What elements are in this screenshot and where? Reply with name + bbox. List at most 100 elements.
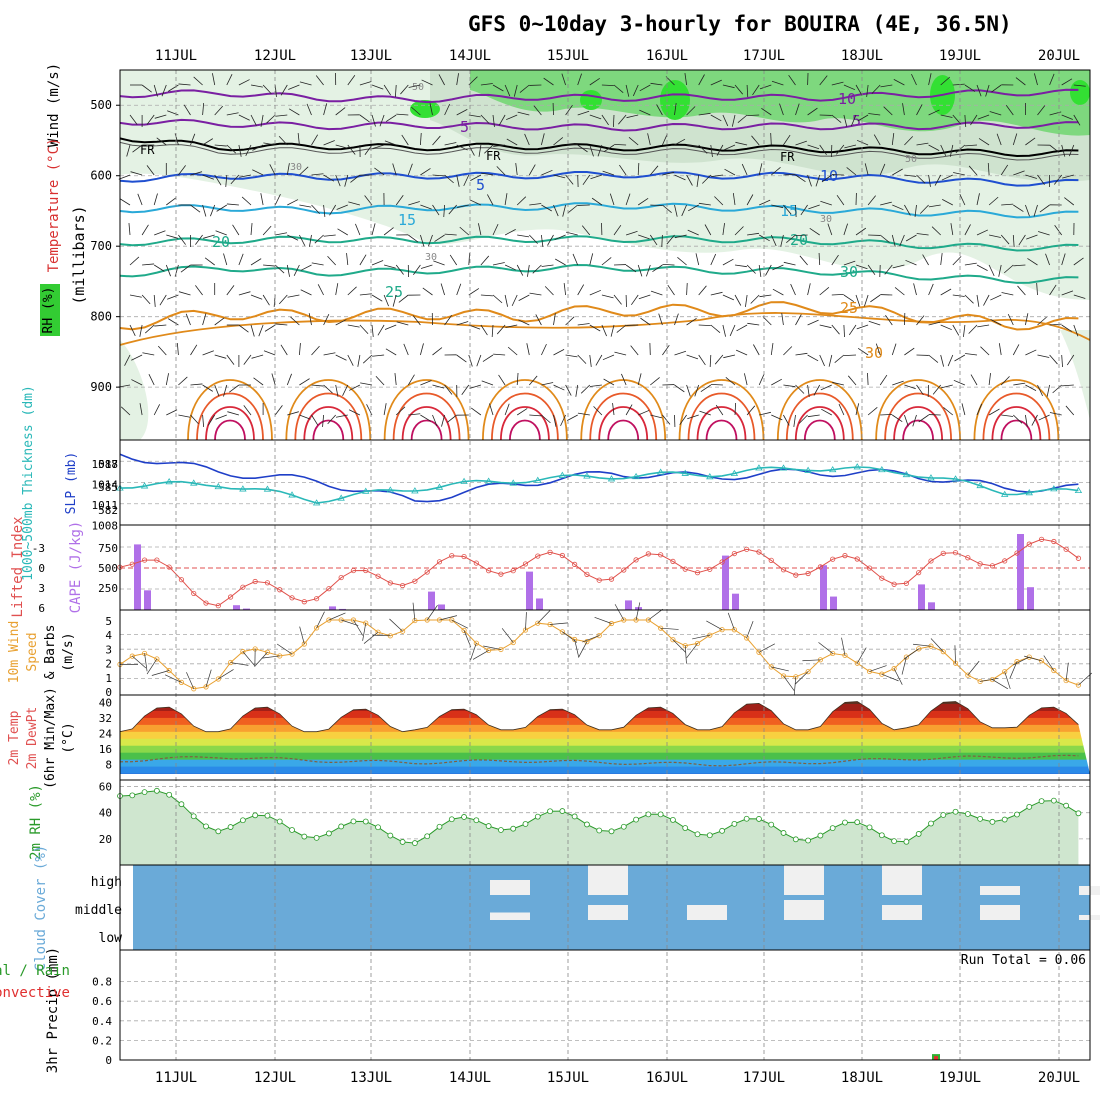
wind-barb	[614, 351, 627, 356]
surface-isotherm-loop	[696, 406, 747, 441]
wind-speed-marker	[572, 636, 578, 643]
millibars-axis-label: (millibars)	[70, 205, 88, 304]
wind-barb	[195, 285, 203, 296]
wind-barb	[238, 324, 249, 333]
rh-marker	[411, 840, 418, 846]
wind-barb	[808, 204, 820, 210]
wind-barb	[1033, 204, 1038, 217]
date-label-bottom: 14JUL	[449, 1070, 491, 1086]
wind-barb	[323, 314, 330, 326]
wind-barb	[359, 293, 372, 296]
wind-barb	[245, 144, 252, 156]
wind-barb	[420, 204, 432, 210]
wind-barb-10m	[869, 665, 887, 672]
wind-barb	[891, 234, 896, 247]
wind-barb	[238, 291, 251, 296]
wind-barb	[952, 114, 961, 125]
wind-barb	[178, 83, 191, 86]
wind-barb	[904, 174, 917, 177]
wind-barb	[1013, 170, 1025, 176]
wind-barb	[855, 84, 863, 96]
wind-barb	[360, 382, 373, 386]
cloud-bar-high	[490, 880, 530, 895]
temperature-axis-label: Temperature (°C)	[46, 138, 62, 273]
wind-barb	[1017, 285, 1026, 296]
wind-barb	[723, 354, 736, 359]
wind-barb	[988, 373, 991, 386]
wind-barb	[344, 174, 349, 187]
date-label-bottom: 20JUL	[1038, 1070, 1080, 1086]
wind-barb	[905, 259, 917, 266]
wind-barb	[867, 195, 876, 206]
wind-barb	[141, 84, 152, 93]
wind-barb	[493, 144, 506, 147]
wind-barb-10m	[451, 619, 468, 629]
wind-barb	[394, 373, 397, 386]
wind-barb-10m	[525, 612, 527, 631]
wind-barb	[637, 162, 640, 176]
lifted-index-marker	[252, 578, 258, 585]
wind-barb	[167, 110, 179, 116]
wind-barb	[1054, 225, 1063, 236]
wind-barb	[988, 264, 995, 277]
y-tick-label: 600	[90, 169, 112, 183]
wind-barb	[959, 193, 966, 206]
wind-barb	[359, 114, 370, 123]
wind-barb	[280, 84, 288, 96]
date-label-top: 20JUL	[1038, 48, 1080, 64]
wind-barb	[880, 201, 892, 206]
wind-barb	[165, 264, 171, 277]
wind-barb	[541, 264, 554, 267]
rh-bright-shading	[580, 90, 602, 110]
wind-barb	[516, 196, 527, 206]
wind-barb	[553, 349, 565, 356]
lifted-index-marker	[842, 553, 848, 559]
rh-marker	[461, 814, 467, 820]
wind-barb	[590, 174, 603, 180]
wind-barb	[783, 261, 796, 266]
wind-barb	[527, 264, 530, 277]
wind-barb	[577, 323, 590, 326]
wind-barb	[781, 313, 784, 326]
wind-barb	[190, 133, 196, 146]
date-label-bottom: 15JUL	[547, 1070, 589, 1086]
wind-barb	[741, 163, 748, 176]
thickness-marker	[828, 465, 837, 473]
thickness-marker	[927, 474, 935, 481]
wind-barb	[722, 294, 735, 301]
wind-barb	[1065, 405, 1075, 416]
wind-barb	[444, 315, 452, 326]
wind-barb	[626, 114, 639, 119]
wind-barb	[844, 144, 857, 149]
wind-barb	[252, 144, 264, 151]
slp-tick-label: 1017	[92, 458, 119, 471]
wind-barb	[783, 384, 796, 388]
lifted-index-marker	[572, 561, 578, 567]
wind-barb	[347, 354, 354, 366]
wind-barb	[504, 229, 516, 236]
wind-barb	[178, 234, 186, 245]
wind-barb-10m	[412, 602, 416, 621]
wind-barb	[250, 324, 255, 337]
lifted-index-marker	[129, 561, 135, 567]
wind-barb	[299, 81, 312, 86]
wind-barb	[335, 107, 346, 116]
wind-barb-10m	[686, 643, 698, 659]
wind-speed-marker	[240, 649, 246, 655]
surface-isotherm-loop	[598, 406, 649, 441]
wind-barb	[269, 164, 276, 176]
thickness-marker	[902, 470, 911, 478]
wind-barb	[916, 315, 925, 326]
wind-barb	[988, 408, 1000, 416]
rh-marker	[1001, 816, 1008, 823]
wind-barb	[793, 414, 796, 427]
wind-barb	[347, 144, 356, 155]
wind-barb	[190, 204, 201, 213]
wind-barb	[864, 294, 869, 307]
wind-barb	[735, 349, 748, 356]
date-label-bottom: 17JUL	[743, 1070, 785, 1086]
wind-barb-10m	[913, 643, 932, 647]
cape-bar	[144, 590, 151, 610]
wind-barb	[857, 347, 869, 356]
wind-barb-10m	[501, 628, 514, 643]
